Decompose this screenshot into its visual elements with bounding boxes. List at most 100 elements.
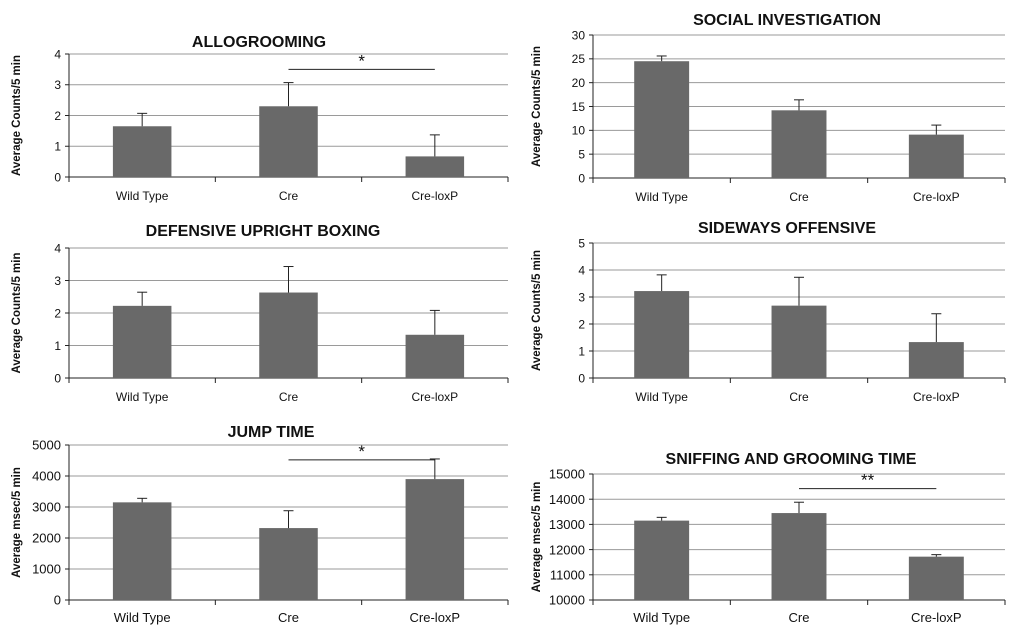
- x-tick-label: Wild Type: [633, 610, 690, 625]
- y-tick-label: 4: [54, 241, 61, 255]
- x-tick-label: Cre: [279, 189, 299, 203]
- y-axis-label: Average Counts/5 min: [531, 250, 543, 371]
- chart-title: SNIFFING AND GROOMING TIME: [666, 451, 917, 468]
- y-tick-label: 2: [578, 317, 585, 331]
- error-bar: [656, 55, 667, 62]
- y-tick-label: 5: [578, 236, 585, 250]
- chart-panel: 0 1 2 3 4 5 Wild Type Cre Cre-loxP SIDEWAYS OFFEN…: [531, 220, 1006, 404]
- error-bar: [283, 82, 294, 107]
- x-tick-label: Cre: [278, 610, 299, 625]
- y-tick-label: 1: [54, 140, 61, 154]
- x-tick-label: Cre-loxP: [411, 390, 458, 404]
- x-tick-label: Cre-loxP: [410, 610, 461, 625]
- y-tick-label: 10: [572, 124, 586, 138]
- bar: [634, 291, 690, 378]
- bar: [405, 479, 465, 600]
- x-tick-label: Cre: [789, 390, 809, 404]
- x-tick-label: Wild Type: [114, 610, 171, 625]
- y-axis-label: Average msec/5 min: [531, 482, 543, 593]
- error-bar: [656, 516, 667, 521]
- error-bar: [931, 313, 942, 343]
- bar: [259, 292, 318, 378]
- bar: [112, 502, 172, 600]
- y-tick-label: 0: [54, 170, 61, 184]
- significance-marker: *: [358, 442, 365, 461]
- error-bar: [794, 501, 804, 514]
- y-tick-label: 13000: [549, 517, 585, 532]
- error-bar: [931, 124, 942, 135]
- bar: [771, 110, 827, 178]
- y-tick-label: 5: [578, 147, 585, 161]
- y-tick-label: 15000: [549, 467, 585, 482]
- error-bar: [429, 309, 440, 335]
- y-tick-label: 1: [54, 339, 61, 353]
- x-tick-label: Wild Type: [635, 190, 688, 204]
- y-tick-label: 0: [54, 371, 61, 385]
- y-tick-label: 11000: [550, 567, 585, 582]
- error-bar: [794, 99, 804, 111]
- bar: [771, 513, 827, 600]
- y-tick-label: 3: [578, 290, 585, 304]
- y-tick-label: 30: [572, 28, 586, 42]
- y-tick-label: 4000: [32, 469, 61, 484]
- x-tick-label: Cre: [789, 610, 810, 625]
- error-bar: [429, 458, 440, 480]
- y-axis-label: Average Counts/5 min: [11, 253, 23, 374]
- chart-title: DEFENSIVE UPRIGHT BOXING: [146, 223, 381, 240]
- x-tick-label: Cre-loxP: [913, 190, 960, 204]
- significance-marker: *: [358, 51, 365, 70]
- error-bar: [137, 497, 148, 503]
- y-tick-label: 3000: [32, 500, 61, 515]
- bar: [405, 334, 465, 378]
- error-bar: [137, 291, 148, 306]
- error-bar: [794, 276, 804, 306]
- error-bar: [283, 510, 294, 529]
- bar: [259, 528, 318, 600]
- x-tick-label: Wild Type: [635, 390, 688, 404]
- y-tick-label: 15: [572, 100, 586, 114]
- y-tick-label: 20: [572, 76, 586, 90]
- y-tick-label: 0: [578, 371, 585, 385]
- bar: [259, 106, 318, 177]
- y-tick-label: 14000: [549, 492, 585, 507]
- y-axis-label: Average msec/5 min: [11, 467, 23, 578]
- bar: [405, 156, 465, 177]
- error-bar: [931, 554, 942, 557]
- error-bar: [137, 112, 148, 127]
- y-tick-label: 1: [578, 344, 585, 358]
- chart-title: JUMP TIME: [228, 424, 315, 441]
- error-bar: [429, 134, 440, 157]
- x-tick-label: Wild Type: [116, 390, 169, 404]
- y-tick-label: 4: [54, 47, 61, 61]
- chart-panel: 0 5 10 15 20 25 30 Wild Type Cre Cre-loxP SOCIAL I…: [531, 12, 1006, 204]
- y-axis-label: Average Counts/5 min: [531, 46, 543, 167]
- bar: [112, 305, 172, 378]
- chart-panel: 0 1 2 3 4 Wild Type Cre Cre-loxP DEFENSIVE UPRIG…: [11, 223, 509, 404]
- error-bar: [656, 274, 667, 292]
- y-axis-label: Average Counts/5 min: [11, 55, 23, 176]
- y-tick-label: 0: [54, 593, 61, 608]
- y-tick-label: 3: [54, 274, 61, 288]
- chart-panel: 10000 11000 12000 13000 14000 15000 Wild Type C…: [531, 451, 1006, 625]
- y-tick-label: 2000: [32, 531, 61, 546]
- x-tick-label: Cre-loxP: [411, 189, 458, 203]
- x-tick-label: Cre: [789, 190, 809, 204]
- significance-marker: **: [861, 471, 875, 490]
- bar: [634, 520, 690, 600]
- bar: [908, 342, 964, 378]
- y-tick-label: 2: [54, 109, 61, 123]
- y-tick-label: 25: [572, 52, 586, 66]
- y-tick-label: 10000: [549, 593, 585, 608]
- y-tick-label: 4: [578, 263, 585, 277]
- x-tick-label: Cre-loxP: [911, 610, 962, 625]
- y-tick-label: 3: [54, 78, 61, 92]
- chart-title: SOCIAL INVESTIGATION: [693, 12, 881, 29]
- x-tick-label: Cre-loxP: [913, 390, 960, 404]
- y-tick-label: 2: [54, 306, 61, 320]
- chart-panel: 0 1000 2000 3000 4000 5000 Wild Type Cre Cre-lox…: [11, 424, 509, 625]
- bar: [634, 61, 690, 178]
- error-bar: [283, 266, 294, 293]
- bar: [908, 556, 964, 600]
- bar: [112, 126, 172, 177]
